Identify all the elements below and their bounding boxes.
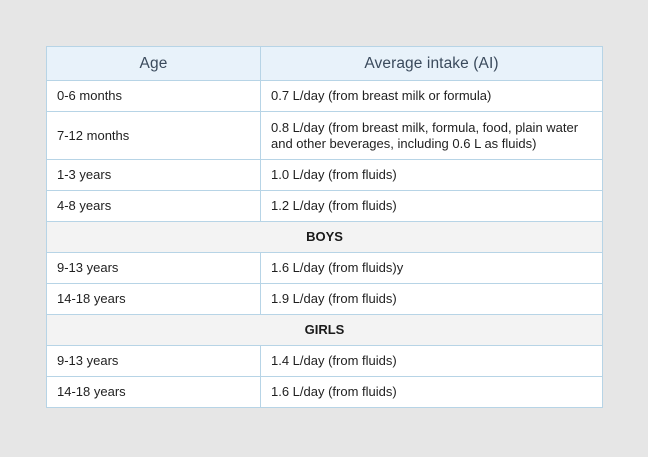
header-row: Age Average intake (AI) <box>46 46 603 81</box>
table-row: 9-13 years 1.4 L/day (from fluids) <box>46 345 603 377</box>
age-cell: 1-3 years <box>46 159 261 191</box>
intake-cell: 1.6 L/day (from fluids) <box>260 376 603 408</box>
age-cell: 4-8 years <box>46 190 261 222</box>
intake-cell: 1.4 L/day (from fluids) <box>260 345 603 377</box>
age-cell: 9-13 years <box>46 345 261 377</box>
age-cell: 0-6 months <box>46 80 261 112</box>
table-row: 14-18 years 1.6 L/day (from fluids) <box>46 376 603 408</box>
intake-cell: 1.9 L/day (from fluids) <box>260 283 603 315</box>
column-header-age: Age <box>46 46 261 81</box>
intake-cell: 0.7 L/day (from breast milk or formula) <box>260 80 603 112</box>
group-label: GIRLS <box>46 314 603 346</box>
intake-cell: 1.2 L/day (from fluids) <box>260 190 603 222</box>
table-row: 14-18 years 1.9 L/day (from fluids) <box>46 283 603 315</box>
table-row: 7-12 months 0.8 L/day (from breast milk,… <box>46 111 603 160</box>
table-row: 4-8 years 1.2 L/day (from fluids) <box>46 190 603 222</box>
group-label: BOYS <box>46 221 603 253</box>
table-row: 0-6 months 0.7 L/day (from breast milk o… <box>46 80 603 112</box>
age-cell: 9-13 years <box>46 252 261 284</box>
group-header-boys: BOYS <box>46 221 603 253</box>
table-row: 1-3 years 1.0 L/day (from fluids) <box>46 159 603 191</box>
intake-cell: 1.6 L/day (from fluids)y <box>260 252 603 284</box>
intake-cell: 0.8 L/day (from breast milk, formula, fo… <box>260 111 603 160</box>
age-cell: 7-12 months <box>46 111 261 160</box>
table-row: 9-13 years 1.6 L/day (from fluids)y <box>46 252 603 284</box>
group-header-girls: GIRLS <box>46 314 603 346</box>
water-intake-table: Age Average intake (AI) 0-6 months 0.7 L… <box>46 46 603 408</box>
intake-cell: 1.0 L/day (from fluids) <box>260 159 603 191</box>
age-cell: 14-18 years <box>46 376 261 408</box>
age-cell: 14-18 years <box>46 283 261 315</box>
column-header-intake: Average intake (AI) <box>260 46 603 81</box>
